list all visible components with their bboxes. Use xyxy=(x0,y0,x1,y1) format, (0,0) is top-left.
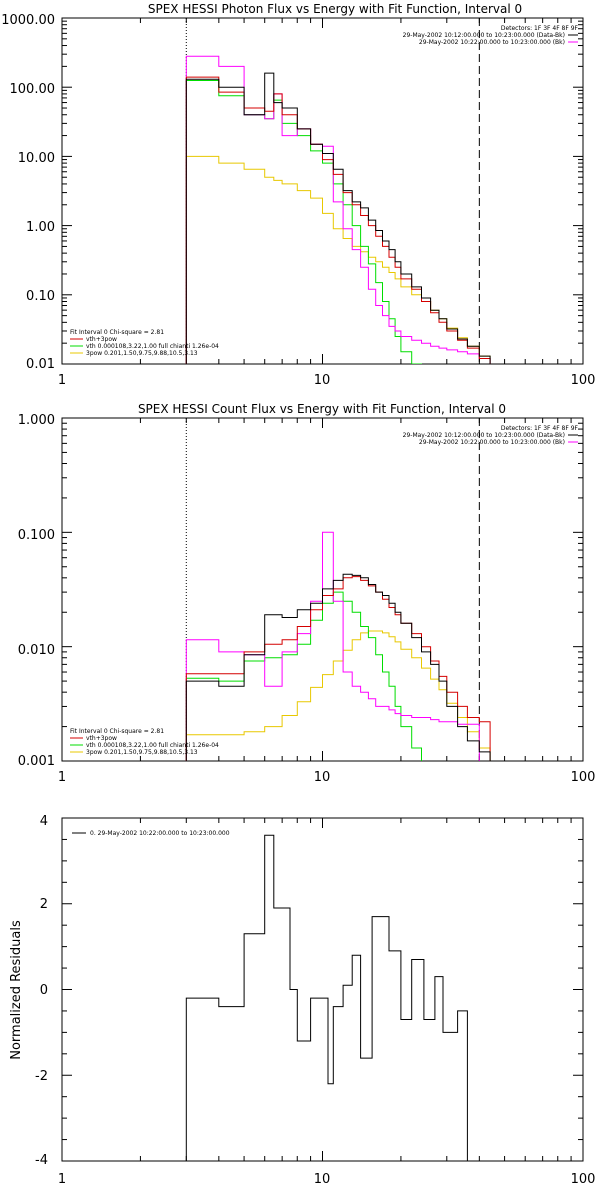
count-flux-panel: SPEX HESSI Count Flux vs Energy with Fit… xyxy=(18,402,596,785)
residuals-ylabel: Normalized Residuals xyxy=(9,920,24,1060)
photon-flux-title: SPEX HESSI Photon Flux vs Energy with Fi… xyxy=(148,2,522,16)
count-flux-title: SPEX HESSI Count Flux vs Energy with Fit… xyxy=(138,402,506,416)
count-fit-interval-label: Fit Interval 0 Chi-square = 2.81 xyxy=(70,728,164,735)
count-series-powerlaw xyxy=(185,630,501,761)
count-legend-swatches xyxy=(70,434,578,753)
residual-ytick-neg4: -4 xyxy=(35,1153,48,1168)
photon-legend-powerlaw: 3pow 0.201,1.50,9.75,9.88,10.5,3.13 xyxy=(86,350,198,357)
residual-ytick-4: 4 xyxy=(40,814,48,829)
photon-series-data xyxy=(185,72,491,364)
residual-xtick-10: 10 xyxy=(314,1172,331,1187)
count-x-ticks xyxy=(61,418,572,761)
photon-ytick-10: 10.00 xyxy=(18,151,55,166)
residual-xtick-100: 100 xyxy=(571,1172,596,1187)
photon-legend-thermal: vth 0.000108,3.22,1.00 full chianti 1.26… xyxy=(86,343,219,350)
count-xtick-100: 100 xyxy=(571,770,596,785)
count-bk-interval-label: 29-May-2002 10:22:00.000 to 10:23:00.000… xyxy=(419,439,565,446)
photon-fit-interval-label: Fit Interval 0 Chi-square = 2.81 xyxy=(70,329,164,336)
count-legend-total: vth+3pow xyxy=(86,735,117,742)
residuals-plot-area xyxy=(61,817,583,1162)
photon-ytick-0.01: 0.01 xyxy=(26,357,55,372)
photon-x-ticks xyxy=(61,18,572,364)
count-series-data xyxy=(185,573,501,761)
photon-ytick-1000: 1000.00 xyxy=(1,13,55,28)
photon-detectors-label: Detectors: 1F 3F 4F 8F 9F xyxy=(501,25,579,32)
photon-ytick-0.1: 0.10 xyxy=(26,289,55,304)
photon-series-powerlaw xyxy=(185,155,491,364)
residual-series-data xyxy=(185,834,468,1161)
photon-xtick-10: 10 xyxy=(314,373,331,388)
count-ytick-1: 1.000 xyxy=(18,413,55,428)
photon-bk-interval-label: 29-May-2002 10:22:00.000 to 10:23:00.000… xyxy=(419,39,565,46)
count-series-thermal xyxy=(185,591,422,761)
count-ytick-0.01: 0.010 xyxy=(18,643,55,658)
count-data-interval-label: 29-May-2002 10:12:00.000 to 10:23:00.000… xyxy=(403,432,565,439)
photon-y-ticks xyxy=(62,17,583,365)
residual-x-ticks xyxy=(61,818,572,1161)
photon-series-thermal xyxy=(185,80,422,364)
residual-ytick-neg2: -2 xyxy=(35,1069,48,1084)
photon-legend-swatches xyxy=(70,34,578,354)
count-flux-plot-area xyxy=(61,417,583,762)
photon-series-total xyxy=(185,76,491,364)
photon-xtick-1: 1 xyxy=(58,373,66,388)
residual-ytick-0: 0 xyxy=(40,983,48,998)
photon-flux-panel: SPEX HESSI Photon Flux vs Energy with Fi… xyxy=(1,2,595,388)
photon-legend-total: vth+3pow xyxy=(86,336,117,343)
count-legend-powerlaw: 3pow 0.201,1.50,9.75,9.88,10.5,3.13 xyxy=(86,749,198,756)
count-detectors-label: Detectors: 1F 3F 4F 8F 9F xyxy=(501,425,579,432)
photon-flux-plot-area xyxy=(61,17,583,365)
residuals-panel: 0. 29-May-2002 10:22:00.000 to 10:23:00.… xyxy=(9,814,595,1187)
photon-data-interval-label: 29-May-2002 10:12:00.000 to 10:23:00.000… xyxy=(403,32,565,39)
photon-ytick-100: 100.00 xyxy=(10,82,56,97)
count-ytick-0.001: 0.001 xyxy=(18,754,55,769)
count-ytick-0.1: 0.100 xyxy=(18,528,55,543)
residual-xtick-1: 1 xyxy=(58,1172,66,1187)
residual-y-ticks xyxy=(62,817,583,1162)
photon-flux-axes-frame xyxy=(61,17,584,365)
count-y-ticks xyxy=(62,417,583,762)
photon-xtick-100: 100 xyxy=(571,373,596,388)
residuals-legend-label: 0. 29-May-2002 10:22:00.000 to 10:23:00.… xyxy=(90,830,230,837)
photon-ytick-1: 1.00 xyxy=(26,220,55,235)
photon-series-background xyxy=(185,55,491,364)
residual-ytick-2: 2 xyxy=(40,897,48,912)
count-series-background xyxy=(185,531,480,761)
count-legend-thermal: vth 0.000108,3.22,1.00 full chianti 1.26… xyxy=(86,742,219,749)
residuals-axes-frame xyxy=(61,817,584,1162)
count-xtick-10: 10 xyxy=(314,770,331,785)
count-xtick-1: 1 xyxy=(58,770,66,785)
